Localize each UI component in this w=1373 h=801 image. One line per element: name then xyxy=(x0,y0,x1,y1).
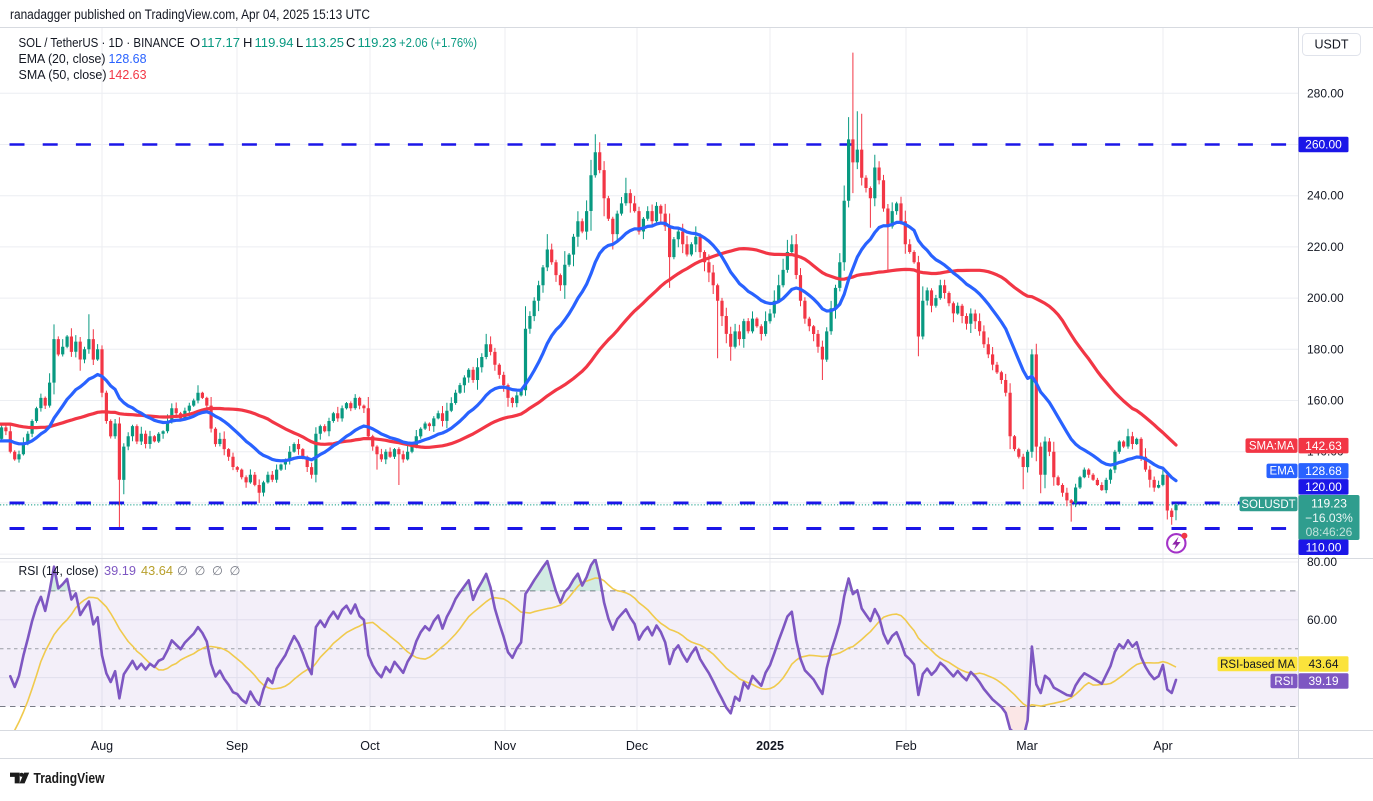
svg-text:180.00: 180.00 xyxy=(1307,342,1344,356)
svg-text:142.63: 142.63 xyxy=(1305,439,1342,453)
svg-text:TradingView: TradingView xyxy=(34,770,105,787)
svg-text:260.00: 260.00 xyxy=(1305,138,1342,152)
svg-text:80.00: 80.00 xyxy=(1307,555,1337,569)
svg-text:Dec: Dec xyxy=(626,739,648,753)
svg-text:RSI (14, close): RSI (14, close) xyxy=(19,563,99,578)
svg-text:L: L xyxy=(296,35,303,50)
svg-text:SMA:MA: SMA:MA xyxy=(1249,441,1295,453)
svg-text:∅: ∅ xyxy=(195,564,206,578)
svg-text:2025: 2025 xyxy=(756,739,784,753)
svg-text:119.23: 119.23 xyxy=(358,35,397,50)
svg-text:∅: ∅ xyxy=(177,564,188,578)
svg-text:ranadagger published on Tradin: ranadagger published on TradingView.com,… xyxy=(10,7,370,22)
svg-text:∅: ∅ xyxy=(230,564,241,578)
svg-text:EMA: EMA xyxy=(1270,466,1295,478)
svg-text:Oct: Oct xyxy=(360,739,380,753)
svg-text:SMA (50, close): SMA (50, close) xyxy=(19,67,107,82)
svg-text:128.68: 128.68 xyxy=(1305,464,1342,478)
svg-text:119.23: 119.23 xyxy=(1311,497,1347,511)
svg-text:160.00: 160.00 xyxy=(1307,394,1344,408)
svg-text:RSI-based MA: RSI-based MA xyxy=(1220,659,1295,671)
svg-text:Feb: Feb xyxy=(895,739,917,753)
svg-text:117.17: 117.17 xyxy=(201,35,240,50)
svg-text:120.00: 120.00 xyxy=(1305,480,1342,494)
svg-text:Sep: Sep xyxy=(226,739,248,753)
svg-text:H: H xyxy=(243,35,252,50)
svg-text:220.00: 220.00 xyxy=(1307,240,1344,254)
svg-text:119.94: 119.94 xyxy=(255,35,294,50)
svg-text:128.68: 128.68 xyxy=(109,51,147,66)
svg-text:280.00: 280.00 xyxy=(1307,86,1344,100)
svg-text:USDT: USDT xyxy=(1314,38,1348,52)
svg-text:Nov: Nov xyxy=(494,739,517,753)
svg-text:43.64: 43.64 xyxy=(141,563,173,578)
svg-text:200.00: 200.00 xyxy=(1307,291,1344,305)
svg-text:RSI: RSI xyxy=(1274,676,1293,688)
svg-text:SOLUSDT: SOLUSDT xyxy=(1241,499,1295,511)
svg-text:39.19: 39.19 xyxy=(1308,674,1338,688)
svg-text:−16.03%: −16.03% xyxy=(1305,511,1353,525)
svg-text:O: O xyxy=(190,35,200,50)
svg-text:142.63: 142.63 xyxy=(109,67,147,82)
svg-text:240.00: 240.00 xyxy=(1307,189,1344,203)
svg-text:Mar: Mar xyxy=(1016,739,1038,753)
svg-text:SOL / TetherUS · 1D · BINANCE: SOL / TetherUS · 1D · BINANCE xyxy=(19,35,185,50)
svg-text:∅: ∅ xyxy=(212,564,223,578)
svg-text:+2.06 (+1.76%): +2.06 (+1.76%) xyxy=(399,35,477,50)
svg-text:Aug: Aug xyxy=(91,739,113,753)
svg-text:C: C xyxy=(346,35,355,50)
svg-text:39.19: 39.19 xyxy=(104,563,136,578)
svg-text:EMA (20, close): EMA (20, close) xyxy=(19,51,106,66)
svg-text:113.25: 113.25 xyxy=(305,35,344,50)
svg-text:Apr: Apr xyxy=(1153,739,1172,753)
svg-text:60.00: 60.00 xyxy=(1307,613,1337,627)
svg-text:43.64: 43.64 xyxy=(1308,657,1338,671)
svg-text:110.00: 110.00 xyxy=(1306,541,1342,555)
svg-text:08:46:26: 08:46:26 xyxy=(1306,525,1353,539)
